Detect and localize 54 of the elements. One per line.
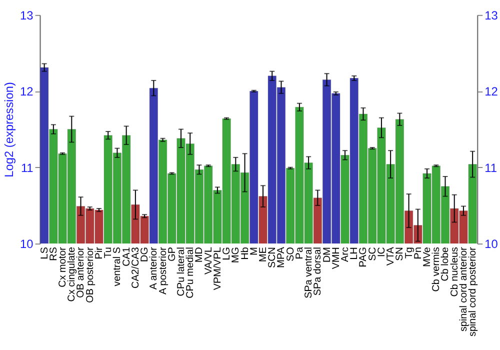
x-tick-label: VA/VL xyxy=(203,246,214,274)
x-tick-label: SO xyxy=(285,246,296,262)
x-tick-label: Pn xyxy=(412,247,424,260)
x-tick-label: SPa dorsal xyxy=(312,247,324,296)
y-tick-label: 13 xyxy=(20,8,34,22)
y2-tick-label: 12 xyxy=(484,84,498,99)
x-tick-label: CPu lateral xyxy=(176,247,187,296)
x-tick-label: spinal cord posterior xyxy=(468,246,479,337)
x-tick-label: PAG xyxy=(358,247,370,268)
x-tick-label: Pir xyxy=(94,246,105,260)
x-tick-label: GP xyxy=(166,246,178,262)
y-tick-label: 11 xyxy=(20,160,34,175)
y2-tick-label: 10 xyxy=(484,237,498,252)
y-axis-title: Log2 (expression) xyxy=(2,82,16,178)
x-tick-label: Tu xyxy=(103,247,114,258)
x-tick-label: CPu medial xyxy=(185,247,196,298)
x-tick-label: A anterior xyxy=(148,246,160,290)
x-tick-label: LG xyxy=(222,247,233,260)
x-tick-label: SCN xyxy=(267,247,278,268)
x-tick-label: VTA xyxy=(386,246,397,266)
x-tick-label: spinal cord anterior xyxy=(458,246,470,332)
x-tick-label: DG xyxy=(140,247,151,262)
x-tick-label: Cx cingulate xyxy=(66,246,78,302)
x-tick-label: Pa xyxy=(294,246,306,260)
x-tick-label: MG xyxy=(230,247,242,264)
x-tick-label: CA1 xyxy=(121,246,132,266)
x-tick-label: SN xyxy=(394,247,406,261)
x-tick-label: OB posterior xyxy=(84,246,96,303)
x-tick-label: SC xyxy=(367,247,378,261)
x-tick-label: CA2/CA3 xyxy=(130,246,142,288)
x-tick-label: IC xyxy=(376,247,388,257)
x-tick-label: MVe xyxy=(422,246,434,267)
x-tick-label: Arc xyxy=(340,247,351,262)
x-tick-label: LS xyxy=(39,246,50,260)
x-tick-label: MD xyxy=(194,247,206,262)
y-tick-label: 10 xyxy=(20,237,34,252)
x-tick-label: Cb nucleus xyxy=(449,247,460,297)
x-tick-label: MPA xyxy=(276,246,288,268)
x-tick-label: VMH xyxy=(330,247,342,270)
x-tick-label: OB anterior xyxy=(76,246,87,298)
x-tick-label: ME xyxy=(258,246,269,262)
x-tick-label: RS xyxy=(48,246,60,261)
x-tick-label: Tg xyxy=(404,247,415,259)
x-tick-label: ventral S xyxy=(112,246,124,286)
y2-tick-label: 13 xyxy=(484,8,498,22)
x-tick-label: LH xyxy=(349,247,360,260)
x-tick-label: M xyxy=(248,247,260,256)
x-tick-label: VPM/VPL xyxy=(212,246,224,290)
y-tick-label: 12 xyxy=(20,84,34,99)
x-tick-label: A posterior xyxy=(158,246,169,295)
x-tick-label: DM xyxy=(322,247,333,262)
y2-tick-label: 11 xyxy=(484,160,498,175)
x-tick-label: Cb lobe xyxy=(440,246,452,282)
x-tick-label: Hb xyxy=(240,246,251,260)
